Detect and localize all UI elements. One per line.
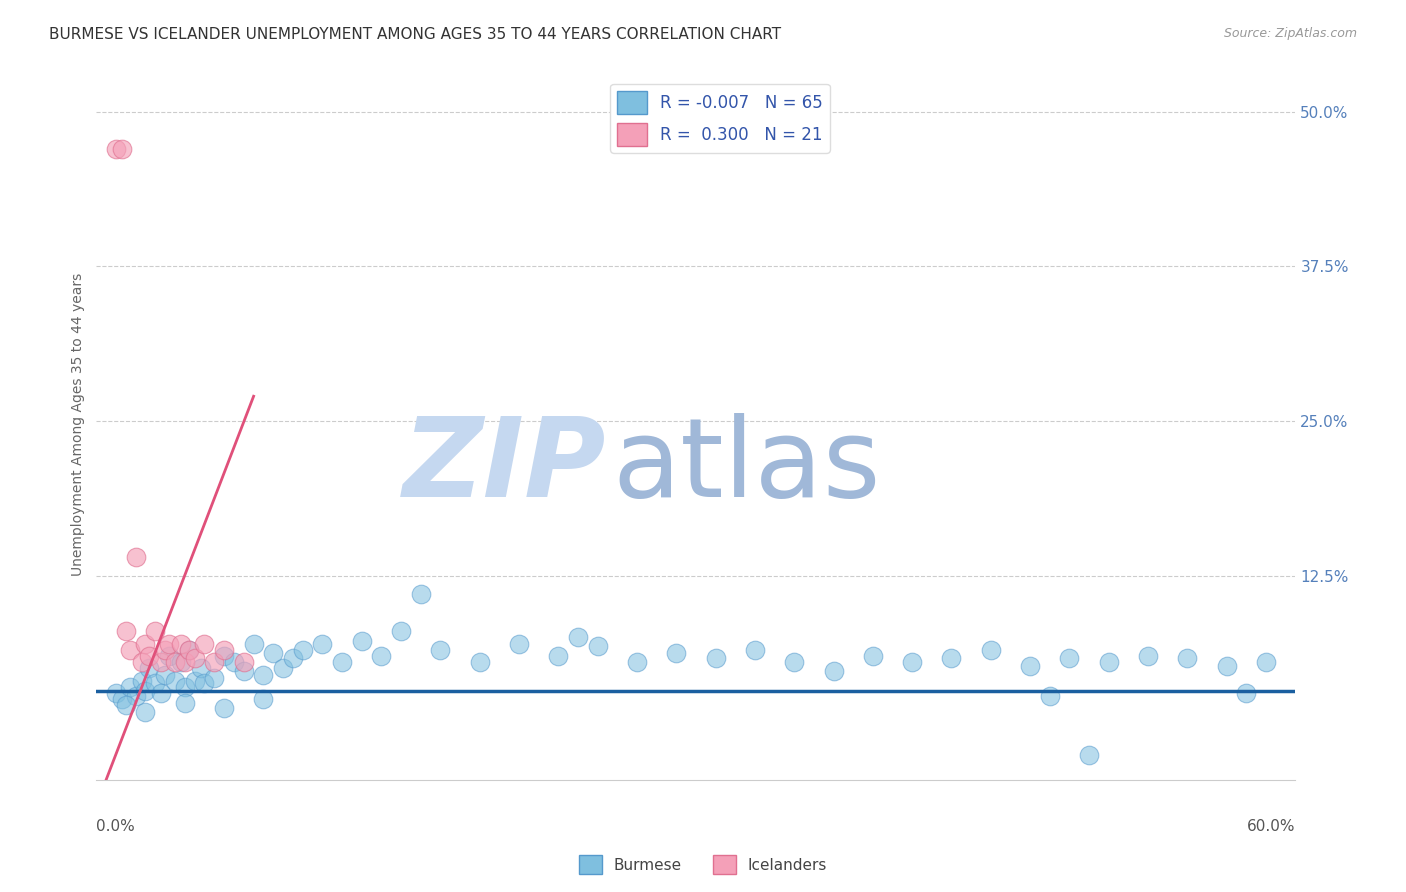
Point — [783, 655, 806, 669]
Point — [111, 142, 134, 156]
Point — [1059, 651, 1081, 665]
Point — [1215, 658, 1237, 673]
Point — [153, 667, 176, 681]
Point — [222, 655, 245, 669]
Point — [330, 655, 353, 669]
Point — [143, 676, 166, 690]
Legend: R = -0.007   N = 65, R =  0.300   N = 21: R = -0.007 N = 65, R = 0.300 N = 21 — [610, 84, 830, 153]
Point — [212, 642, 235, 657]
Text: ZIP: ZIP — [402, 413, 606, 520]
Point — [626, 655, 648, 669]
Point — [193, 676, 215, 690]
Point — [281, 651, 304, 665]
Text: Source: ZipAtlas.com: Source: ZipAtlas.com — [1223, 27, 1357, 40]
Point — [150, 686, 173, 700]
Point — [183, 651, 205, 665]
Point — [1098, 655, 1121, 669]
Text: 60.0%: 60.0% — [1247, 819, 1295, 834]
Point — [1039, 689, 1062, 703]
Point — [138, 661, 160, 675]
Point — [115, 698, 138, 713]
Point — [173, 696, 195, 710]
Point — [429, 642, 451, 657]
Point — [1078, 747, 1101, 762]
Point — [1254, 655, 1277, 669]
Point — [157, 637, 180, 651]
Point — [190, 661, 212, 675]
Point — [252, 667, 274, 681]
Point — [177, 642, 200, 657]
Point — [111, 692, 134, 706]
Text: atlas: atlas — [612, 413, 880, 520]
Point — [202, 671, 225, 685]
Point — [980, 642, 1002, 657]
Point — [1019, 658, 1042, 673]
Point — [134, 683, 156, 698]
Point — [163, 673, 186, 688]
Point — [124, 549, 146, 564]
Point — [350, 634, 373, 648]
Point — [105, 686, 128, 700]
Point — [508, 637, 530, 651]
Legend: Burmese, Icelanders: Burmese, Icelanders — [572, 849, 834, 880]
Point — [704, 651, 727, 665]
Point — [143, 624, 166, 639]
Point — [202, 655, 225, 669]
Point — [124, 689, 146, 703]
Point — [586, 639, 609, 653]
Point — [389, 624, 412, 639]
Point — [1137, 648, 1160, 663]
Point — [901, 655, 924, 669]
Y-axis label: Unemployment Among Ages 35 to 44 years: Unemployment Among Ages 35 to 44 years — [72, 272, 86, 575]
Point — [118, 680, 141, 694]
Point — [291, 642, 314, 657]
Point — [105, 142, 128, 156]
Point — [665, 647, 688, 661]
Point — [271, 661, 294, 675]
Point — [212, 648, 235, 663]
Point — [862, 648, 884, 663]
Point — [131, 673, 153, 688]
Point — [134, 637, 156, 651]
Point — [177, 642, 200, 657]
Point — [547, 648, 569, 663]
Point — [1234, 686, 1257, 700]
Point — [118, 642, 141, 657]
Point — [252, 692, 274, 706]
Point — [170, 655, 193, 669]
Point — [150, 655, 173, 669]
Point — [138, 648, 160, 663]
Point — [567, 631, 589, 645]
Point — [242, 637, 264, 651]
Point — [134, 705, 156, 719]
Point — [212, 701, 235, 715]
Point — [115, 624, 138, 639]
Point — [370, 648, 392, 663]
Point — [170, 637, 193, 651]
Point — [193, 637, 215, 651]
Point — [409, 587, 432, 601]
Point — [744, 642, 766, 657]
Point — [131, 655, 153, 669]
Point — [157, 648, 180, 663]
Point — [232, 655, 254, 669]
Text: BURMESE VS ICELANDER UNEMPLOYMENT AMONG AGES 35 TO 44 YEARS CORRELATION CHART: BURMESE VS ICELANDER UNEMPLOYMENT AMONG … — [49, 27, 782, 42]
Point — [173, 655, 195, 669]
Point — [173, 680, 195, 694]
Point — [153, 642, 176, 657]
Point — [941, 651, 963, 665]
Point — [163, 655, 186, 669]
Text: 0.0%: 0.0% — [97, 819, 135, 834]
Point — [1175, 651, 1198, 665]
Point — [262, 647, 284, 661]
Point — [468, 655, 491, 669]
Point — [183, 673, 205, 688]
Point — [311, 637, 333, 651]
Point — [232, 664, 254, 678]
Point — [823, 664, 845, 678]
